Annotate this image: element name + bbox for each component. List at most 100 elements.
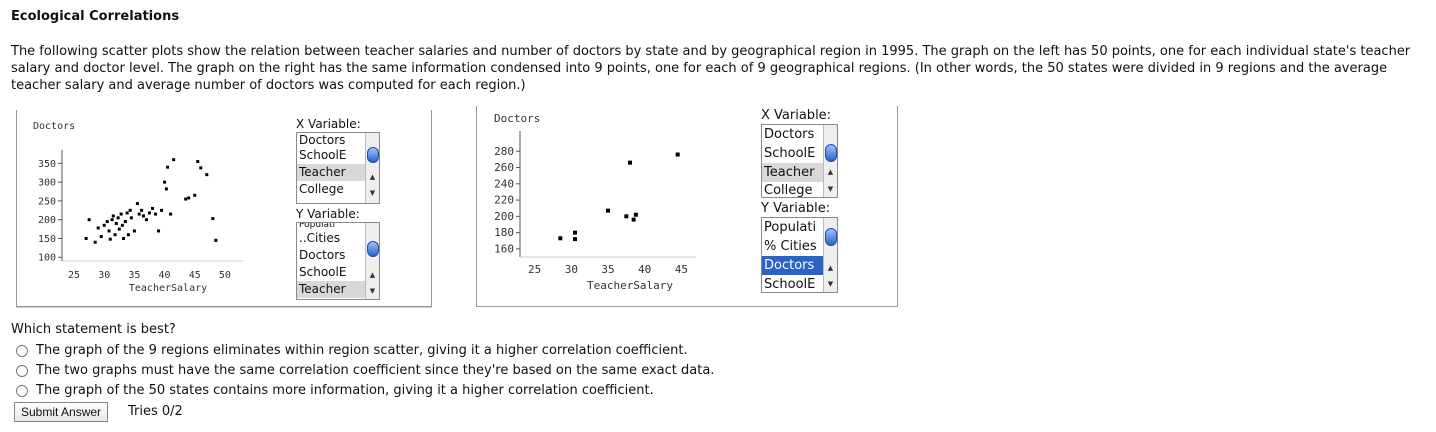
scroll-up-icon[interactable]: ▲ xyxy=(369,173,376,181)
list-item[interactable]: Doctors xyxy=(762,256,837,275)
answer-choice-3[interactable]: The graph of the 50 states contains more… xyxy=(16,383,654,398)
scatter-point xyxy=(624,214,629,219)
list-item[interactable]: Populati xyxy=(764,220,817,235)
scroll-up-icon[interactable]: ▲ xyxy=(369,271,376,279)
y-tick-label: 350 xyxy=(38,159,56,170)
scatter-point xyxy=(144,218,148,222)
scatter-point xyxy=(137,212,141,216)
y-tick-label: 280 xyxy=(494,145,514,158)
scatter-point xyxy=(169,212,173,216)
scatter-point xyxy=(199,166,203,170)
scatter-point xyxy=(84,236,88,240)
list-item[interactable]: Teacher xyxy=(762,163,837,182)
y-tick-label: 220 xyxy=(494,194,514,207)
y-tick-label: 240 xyxy=(494,177,514,190)
x-axis-label: TeacherSalary xyxy=(587,279,673,292)
y-variable-list[interactable]: Populati ..Cities Doctors SchoolE Teache… xyxy=(296,222,380,300)
scatter-point xyxy=(187,196,191,200)
scroll-up-icon[interactable]: ▲ xyxy=(827,264,834,272)
scatter-point xyxy=(184,197,188,201)
choice-label: The two graphs must have the same correl… xyxy=(36,363,715,378)
scatter-point xyxy=(675,152,680,157)
scroll-thumb[interactable] xyxy=(825,144,837,162)
list-item[interactable]: % Cities xyxy=(764,239,817,254)
x-tick-label: 40 xyxy=(159,270,171,281)
scatter-point xyxy=(129,216,133,220)
tries-counter: Tries 0/2 xyxy=(128,404,183,419)
radio-button[interactable] xyxy=(16,384,28,397)
right-scatter-panel: Doctors 160 180 200 220 240 260 280 25 30 35 40 45 Te… xyxy=(476,106,898,307)
scatter-point xyxy=(154,212,158,216)
list-item[interactable]: Populati xyxy=(299,223,336,230)
scatter-point xyxy=(193,193,197,197)
choice-label: The graph of the 50 states contains more… xyxy=(36,383,654,398)
scroll-thumb[interactable] xyxy=(825,228,837,246)
y-axis-label: Doctors xyxy=(33,121,75,132)
scatter-point xyxy=(628,160,632,165)
scatter-point xyxy=(110,218,114,222)
list-item[interactable]: College xyxy=(299,182,344,196)
scroll-down-icon[interactable]: ▼ xyxy=(369,287,376,295)
scroll-down-icon[interactable]: ▼ xyxy=(369,189,376,197)
list-item[interactable]: Teacher xyxy=(297,164,379,181)
y-tick-label: 150 xyxy=(38,234,56,245)
x-variable-list[interactable]: Doctors SchoolE Teacher College ▲ ▼ xyxy=(761,124,838,198)
y-tick-label: 160 xyxy=(494,242,514,255)
list-item[interactable]: SchoolE xyxy=(764,146,816,161)
list-item[interactable]: Doctors xyxy=(764,127,815,142)
y-variable-scrollbar[interactable]: ▲ ▼ xyxy=(365,223,379,299)
scatter-point xyxy=(132,229,136,233)
list-item[interactable]: SchoolE xyxy=(299,148,347,162)
radio-button[interactable] xyxy=(16,364,28,377)
y-tick-label: 260 xyxy=(494,161,514,174)
scatter-point xyxy=(96,226,100,230)
x-variable-list[interactable]: Doctors SchoolE Teacher College ▲ ▼ xyxy=(296,132,380,204)
scroll-thumb[interactable] xyxy=(367,147,379,163)
scatter-plot-states: Doctors 100 150 200 250 300 350 25 30 35 40 45 50 Tea… xyxy=(33,121,243,294)
x-variable-label: X Variable: xyxy=(761,108,832,123)
scatter-point xyxy=(105,220,109,224)
list-item[interactable]: ..Cities xyxy=(299,231,341,245)
scroll-down-icon[interactable]: ▼ xyxy=(827,185,834,193)
x-tick-label: 25 xyxy=(68,270,80,281)
scatter-point xyxy=(113,233,117,237)
list-item[interactable]: SchoolE xyxy=(764,277,816,292)
scatter-point xyxy=(633,212,638,217)
scatter-point xyxy=(558,236,563,241)
scatter-point xyxy=(573,237,577,242)
scatter-point xyxy=(631,217,636,222)
x-tick-label: 30 xyxy=(98,270,110,281)
scatter-point xyxy=(205,173,209,177)
list-item[interactable]: College xyxy=(764,183,813,197)
y-variable-scrollbar[interactable]: ▲ ▼ xyxy=(823,218,837,292)
scatter-plot-regions: Doctors 160 180 200 220 240 260 280 25 30 35 40 45Te… xyxy=(494,112,696,292)
answer-choice-1[interactable]: The graph of the 9 regions eliminates wi… xyxy=(16,343,688,358)
scatter-point xyxy=(122,236,126,240)
scatter-point xyxy=(114,221,118,225)
scroll-up-icon[interactable]: ▲ xyxy=(827,168,834,176)
x-variable-scrollbar[interactable]: ▲ ▼ xyxy=(365,133,379,203)
page-title: Ecological Correlations xyxy=(11,9,180,24)
radio-button[interactable] xyxy=(16,344,28,357)
x-tick-label: 45 xyxy=(189,270,201,281)
left-scatter-panel: Doctors 100 150 200 250 300 350 25 30 35 40 45 50 Tea… xyxy=(16,110,432,307)
left-x-variable: X Variable: Doctors SchoolE Teacher Coll… xyxy=(296,117,380,204)
submit-answer-button[interactable]: Submit Answer xyxy=(14,402,109,422)
list-item[interactable]: SchoolE xyxy=(299,265,347,279)
x-variable-scrollbar[interactable]: ▲ ▼ xyxy=(823,125,837,197)
scatter-point xyxy=(135,202,139,206)
list-item[interactable]: Doctors xyxy=(299,248,346,262)
list-item[interactable]: Teacher xyxy=(297,281,379,298)
scroll-thumb[interactable] xyxy=(367,241,379,257)
y-variable-list[interactable]: Populati % Cities Doctors SchoolE ▲ ▼ xyxy=(761,217,838,293)
scroll-down-icon[interactable]: ▼ xyxy=(827,280,834,288)
scatter-point xyxy=(107,229,111,233)
answer-choice-2[interactable]: The two graphs must have the same correl… xyxy=(16,363,714,378)
scatter-point xyxy=(196,160,200,164)
scatter-point xyxy=(111,214,115,218)
choice-label: The graph of the 9 regions eliminates wi… xyxy=(36,343,688,358)
scatter-point xyxy=(164,187,168,191)
x-tick-label: 30 xyxy=(565,263,578,276)
scatter-point xyxy=(163,180,167,184)
list-item[interactable]: Doctors xyxy=(299,133,346,147)
